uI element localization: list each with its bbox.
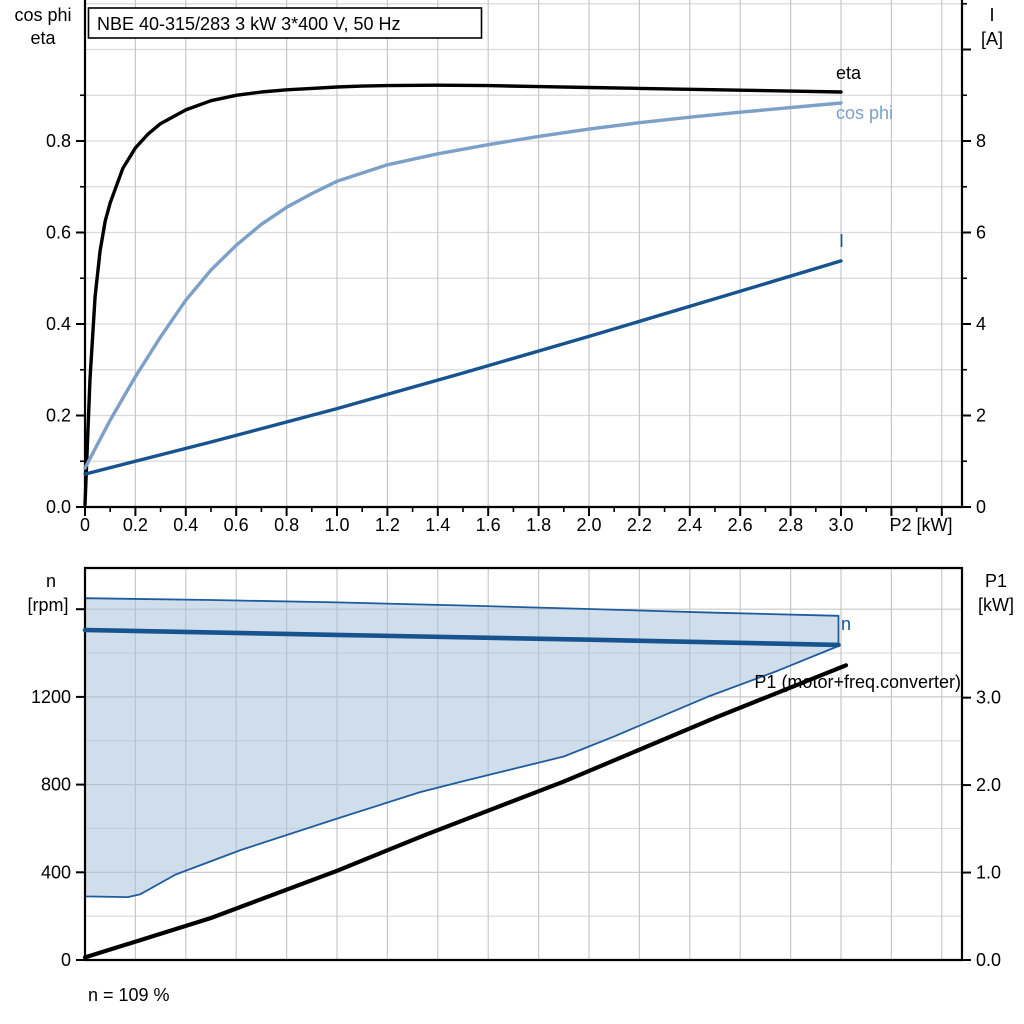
- x-tick-label: 1.0: [324, 515, 349, 535]
- y-right-tick-label: 2: [976, 406, 986, 426]
- x-tick-label: 1.6: [476, 515, 501, 535]
- bottom-right-axis-label-line1: P1: [985, 571, 1007, 591]
- bot-y-right-tick-label: 2.0: [976, 775, 1001, 795]
- bot-y-left-tick-label: 400: [41, 862, 71, 882]
- bot-y-right-tick-label: 3.0: [976, 688, 1001, 708]
- y-left-tick-label: 0.6: [46, 223, 71, 243]
- eta-curve: [83, 83, 843, 507]
- bot-y-left-tick-label: 1200: [31, 687, 71, 707]
- generated-chart-layers: 0 0.2 0.4 0.6 0.8 1.0 1.2 1.4 1.6 1.8 2.0 2.2 2.4 2.6…: [31, 0, 1001, 970]
- x-tick-label: 0.6: [224, 515, 249, 535]
- x-tick-label: 2.8: [778, 515, 803, 535]
- bot-y-right-tick-label: 0.0: [976, 950, 1001, 970]
- bot-y-left-tick-label: 0: [61, 950, 71, 970]
- y-left-tick-label: 0.8: [46, 131, 71, 151]
- top-right-axis-label-line1: I: [989, 5, 994, 25]
- x-tick-label: 1.2: [375, 515, 400, 535]
- top-right-axis-label-line2: [A]: [981, 29, 1003, 49]
- speed-curve-label: n: [841, 614, 851, 634]
- x-tick-label: 0: [80, 515, 90, 535]
- x-tick-label: 2.0: [576, 515, 601, 535]
- bot-y-right-tick-label: 1.0: [976, 863, 1001, 883]
- cos-phi-curve-label: cos phi: [836, 103, 893, 123]
- speed-envelope-band: [84, 597, 840, 898]
- bottom-left-axis-label-line2: [rpm]: [27, 595, 68, 615]
- p1-curve: [82, 663, 849, 960]
- y-left-tick-label: 0.4: [46, 314, 71, 334]
- x-tick-label: 2.4: [677, 515, 702, 535]
- I-curve: [83, 259, 843, 476]
- p1-curve-label: P1 (motor+freq.converter): [754, 672, 961, 692]
- current-curve-label: I: [839, 231, 844, 251]
- y-right-tick-label: 4: [976, 314, 986, 334]
- speed-percentage-note: n = 109 %: [88, 985, 170, 1005]
- y-left-tick-label: 0.0: [46, 497, 71, 517]
- y-right-tick-label: 0: [976, 497, 986, 517]
- y-left-tick-label: 0.2: [46, 406, 71, 426]
- x-tick-label: 1.4: [425, 515, 450, 535]
- top-left-axis-label-line1: cos phi: [14, 5, 71, 25]
- x-axis-unit-label: P2 [kW]: [889, 515, 952, 535]
- x-tick-label: 3.0: [828, 515, 853, 535]
- eta-curve-label: eta: [836, 63, 862, 83]
- x-tick-label: 1.8: [526, 515, 551, 535]
- bot-y-left-tick-label: 800: [41, 775, 71, 795]
- y-right-tick-label: 8: [976, 131, 986, 151]
- x-tick-label: 2.2: [627, 515, 652, 535]
- x-tick-label: 0.2: [123, 515, 148, 535]
- title-box: [87, 7, 483, 39]
- x-tick-label: 0.8: [274, 515, 299, 535]
- cos phi-curve: [83, 101, 843, 470]
- chart-title: NBE 40-315/283 3 kW 3*400 V, 50 Hz: [97, 14, 401, 34]
- x-tick-label: 2.6: [728, 515, 753, 535]
- y-right-tick-label: 6: [976, 223, 986, 243]
- bottom-right-axis-label-line2: [kW]: [978, 595, 1014, 615]
- speed-curve: [82, 627, 841, 648]
- top-left-axis-label-line2: eta: [30, 28, 56, 48]
- bottom-left-axis-label-line1: n: [46, 571, 56, 591]
- x-tick-label: 0.4: [173, 515, 198, 535]
